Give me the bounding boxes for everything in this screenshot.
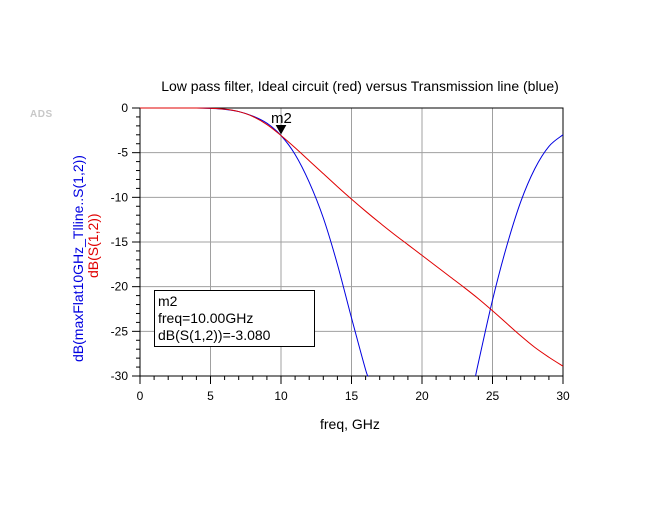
series-transmission-line: [475, 134, 564, 377]
x-tick-label: 30: [556, 389, 570, 403]
x-axis-label: freq, GHz: [320, 416, 380, 432]
marker-readout-box[interactable]: m2 freq=10.00GHz dB(S(1,2))=-3.080: [154, 290, 315, 347]
y-tick-label: -25: [111, 324, 129, 338]
y-tick-label: -30: [111, 369, 129, 383]
marker-readout-freq: freq=10.00GHz: [158, 310, 254, 326]
marker-m2-label: m2: [271, 110, 292, 127]
x-tick-label: 0: [137, 389, 144, 403]
x-tick-label: 20: [415, 389, 429, 403]
marker-readout-name: m2: [158, 293, 178, 309]
marker-m2-triangle: [275, 125, 287, 135]
series-ideal-circuit: [139, 107, 564, 367]
x-tick-label: 15: [345, 389, 359, 403]
chart-title: Low pass filter, Ideal circuit (red) ver…: [161, 78, 559, 94]
x-tick-label: 5: [207, 389, 214, 403]
y-tick-label: 0: [121, 101, 128, 115]
ads-brand-label: ADS: [30, 109, 53, 120]
y-tick-label: -10: [111, 190, 129, 204]
y-tick-label: -20: [111, 280, 129, 294]
marker-readout-value: dB(S(1,2))=-3.080: [158, 327, 271, 343]
x-tick-label: 25: [486, 389, 500, 403]
x-tick-label: 10: [274, 389, 288, 403]
y-tick-label: -5: [117, 146, 128, 160]
y-tick-label: -15: [111, 235, 129, 249]
